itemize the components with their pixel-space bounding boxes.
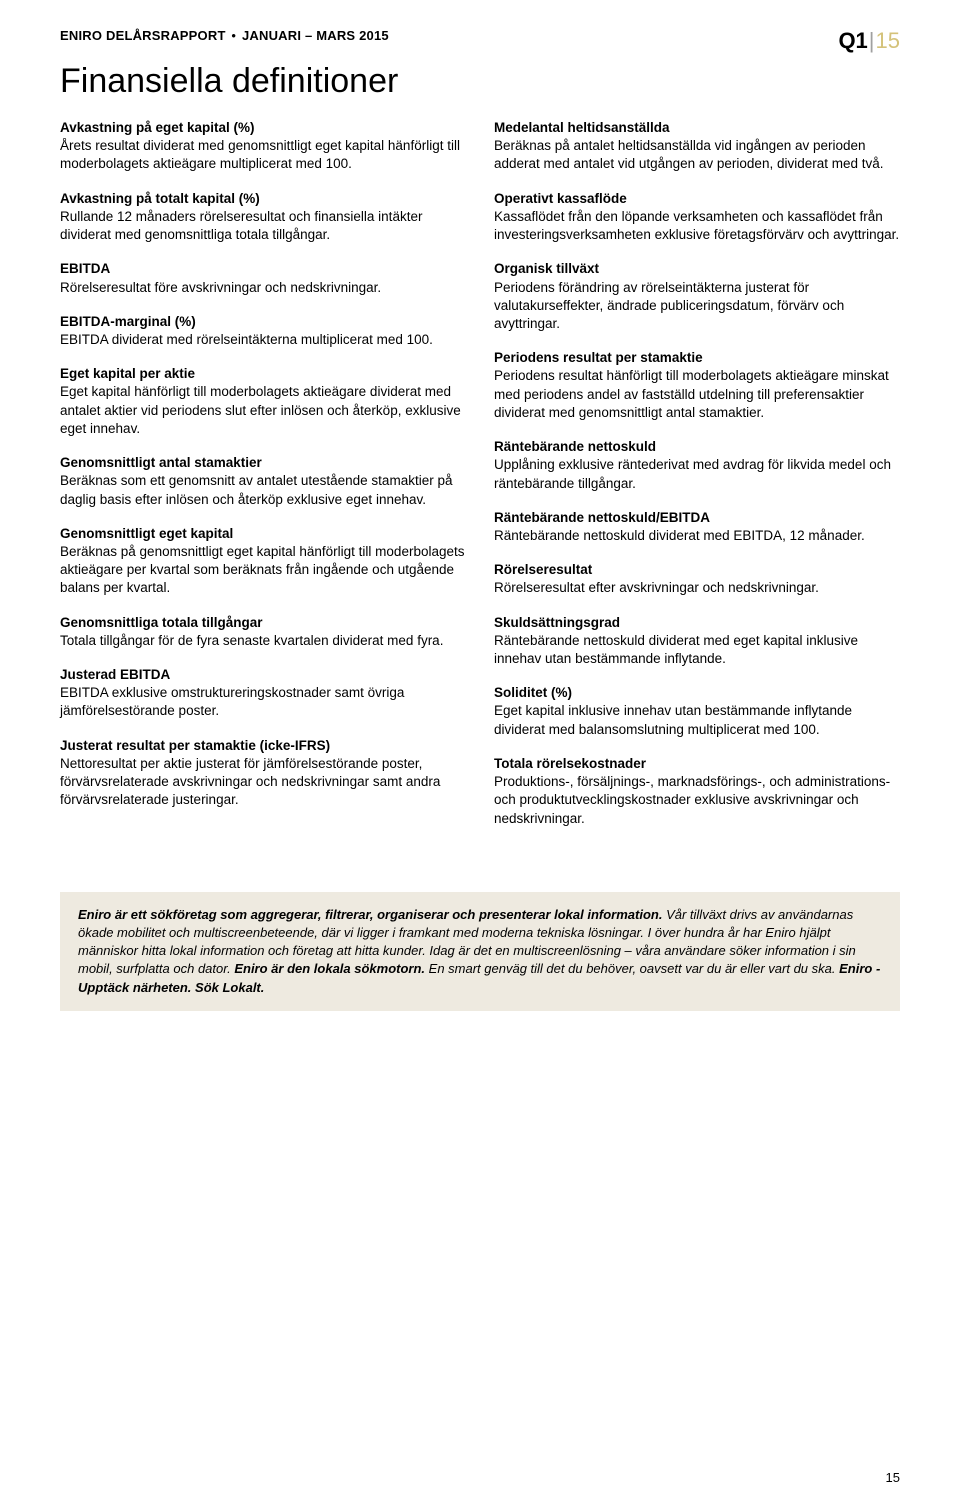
definition-body: Periodens resultat hänförligt till moder… bbox=[494, 367, 900, 422]
definition-block: EBITDA-marginal (%) EBITDA dividerat med… bbox=[60, 313, 466, 349]
definition-body: Räntebärande nettoskuld dividerat med eg… bbox=[494, 632, 900, 668]
definition-body: Beräknas som ett genomsnitt av antalet u… bbox=[60, 472, 466, 508]
definition-term: Periodens resultat per stamaktie bbox=[494, 349, 900, 367]
definition-block: Genomsnittligt eget kapital Beräknas på … bbox=[60, 525, 466, 598]
definition-block: Periodens resultat per stamaktie Periode… bbox=[494, 349, 900, 422]
definition-body: Totala tillgångar för de fyra senaste kv… bbox=[60, 632, 466, 650]
header-quarter: Q1|15 bbox=[838, 28, 900, 54]
definition-term: Justerad EBITDA bbox=[60, 666, 466, 684]
header-company: ENIRO DELÅRSRAPPORT bbox=[60, 28, 226, 43]
definition-body: Rörelseresultat efter avskrivningar och … bbox=[494, 579, 900, 597]
definition-term: Organisk tillväxt bbox=[494, 260, 900, 278]
definition-block: Räntebärande nettoskuld Upplåning exklus… bbox=[494, 438, 900, 493]
definition-body: EBITDA exklusive omstruktureringskostnad… bbox=[60, 684, 466, 720]
definition-block: Eget kapital per aktie Eget kapital hänf… bbox=[60, 365, 466, 438]
definition-body: Årets resultat dividerat med genomsnittl… bbox=[60, 137, 466, 173]
definition-block: Genomsnittliga totala tillgångar Totala … bbox=[60, 614, 466, 650]
definition-term: Eget kapital per aktie bbox=[60, 365, 466, 383]
header-bullet: • bbox=[229, 28, 238, 43]
page-header: ENIRO DELÅRSRAPPORT • JANUARI – MARS 201… bbox=[60, 28, 900, 54]
definition-body: Produktions-, försäljnings-, marknadsför… bbox=[494, 773, 900, 828]
definition-term: Avkastning på totalt kapital (%) bbox=[60, 190, 466, 208]
definition-body: Nettoresultat per aktie justerat för jäm… bbox=[60, 755, 466, 810]
definition-body: Rullande 12 månaders rörelseresultat och… bbox=[60, 208, 466, 244]
definition-term: Räntebärande nettoskuld bbox=[494, 438, 900, 456]
definition-term: Medelantal heltidsanställda bbox=[494, 119, 900, 137]
definition-block: Totala rörelsekostnader Produktions-, fö… bbox=[494, 755, 900, 828]
definition-body: Beräknas på antalet heltidsanställda vid… bbox=[494, 137, 900, 173]
definition-body: Rörelseresultat före avskrivningar och n… bbox=[60, 279, 466, 297]
definition-term: Räntebärande nettoskuld/EBITDA bbox=[494, 509, 900, 527]
definition-body: Räntebärande nettoskuld dividerat med EB… bbox=[494, 527, 900, 545]
definition-block: Skuldsättningsgrad Räntebärande nettosku… bbox=[494, 614, 900, 669]
definition-term: Avkastning på eget kapital (%) bbox=[60, 119, 466, 137]
definition-term: EBITDA bbox=[60, 260, 466, 278]
definition-block: Räntebärande nettoskuld/EBITDA Räntebära… bbox=[494, 509, 900, 545]
definition-block: Justerat resultat per stamaktie (icke-IF… bbox=[60, 737, 466, 810]
definition-body: Eget kapital inklusive innehav utan best… bbox=[494, 702, 900, 738]
definitions-columns: Avkastning på eget kapital (%) Årets res… bbox=[60, 119, 900, 844]
quarter-year: 15 bbox=[876, 28, 900, 53]
definition-body: Periodens förändring av rörelseintäktern… bbox=[494, 279, 900, 334]
footer-info-box: Eniro är ett sökföretag som aggregerar, … bbox=[60, 892, 900, 1011]
definition-body: Upplåning exklusive räntederivat med avd… bbox=[494, 456, 900, 492]
definition-body: Kassaflödet från den löpande verksamhete… bbox=[494, 208, 900, 244]
quarter-sep: | bbox=[869, 28, 875, 53]
definition-block: Rörelseresultat Rörelseresultat efter av… bbox=[494, 561, 900, 597]
definition-body: Eget kapital hänförligt till moderbolage… bbox=[60, 383, 466, 438]
definition-term: Rörelseresultat bbox=[494, 561, 900, 579]
page-container: ENIRO DELÅRSRAPPORT • JANUARI – MARS 201… bbox=[0, 0, 960, 1497]
right-column: Medelantal heltidsanställda Beräknas på … bbox=[494, 119, 900, 844]
definition-term: Genomsnittligt antal stamaktier bbox=[60, 454, 466, 472]
definition-body: Beräknas på genomsnittligt eget kapital … bbox=[60, 543, 466, 598]
definition-block: Justerad EBITDA EBITDA exklusive omstruk… bbox=[60, 666, 466, 721]
footer-body-2: En smart genväg till det du behöver, oav… bbox=[425, 961, 839, 976]
header-period: JANUARI – MARS 2015 bbox=[242, 28, 389, 43]
definition-term: Totala rörelsekostnader bbox=[494, 755, 900, 773]
page-title: Finansiella definitioner bbox=[60, 62, 900, 101]
definition-block: Genomsnittligt antal stamaktier Beräknas… bbox=[60, 454, 466, 509]
definition-term: Genomsnittligt eget kapital bbox=[60, 525, 466, 543]
definition-block: Organisk tillväxt Periodens förändring a… bbox=[494, 260, 900, 333]
definition-term: Genomsnittliga totala tillgångar bbox=[60, 614, 466, 632]
definition-term: Operativt kassaflöde bbox=[494, 190, 900, 208]
definition-block: Avkastning på eget kapital (%) Årets res… bbox=[60, 119, 466, 174]
definition-term: Skuldsättningsgrad bbox=[494, 614, 900, 632]
definition-block: Operativt kassaflöde Kassaflödet från de… bbox=[494, 190, 900, 245]
definition-block: EBITDA Rörelseresultat före avskrivninga… bbox=[60, 260, 466, 296]
definition-body: EBITDA dividerat med rörelseintäkterna m… bbox=[60, 331, 466, 349]
footer-lead-bold: Eniro är ett sökföretag som aggregerar, … bbox=[78, 907, 662, 922]
definition-term: Soliditet (%) bbox=[494, 684, 900, 702]
page-number: 15 bbox=[886, 1470, 900, 1485]
quarter-label: Q1 bbox=[838, 28, 867, 53]
definition-term: EBITDA-marginal (%) bbox=[60, 313, 466, 331]
definition-term: Justerat resultat per stamaktie (icke-IF… bbox=[60, 737, 466, 755]
left-column: Avkastning på eget kapital (%) Årets res… bbox=[60, 119, 466, 844]
definition-block: Medelantal heltidsanställda Beräknas på … bbox=[494, 119, 900, 174]
header-left: ENIRO DELÅRSRAPPORT • JANUARI – MARS 201… bbox=[60, 28, 389, 43]
definition-block: Soliditet (%) Eget kapital inklusive inn… bbox=[494, 684, 900, 739]
footer-mid-bold-1: Eniro är den lokala sökmotorn. bbox=[234, 961, 425, 976]
definition-block: Avkastning på totalt kapital (%) Rulland… bbox=[60, 190, 466, 245]
